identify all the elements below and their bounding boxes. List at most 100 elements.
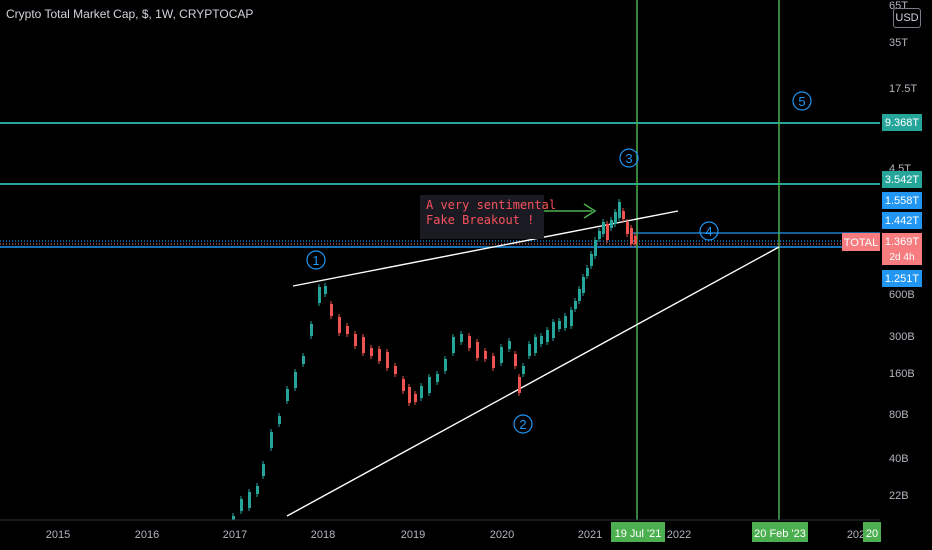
svg-text:19 Jul '21: 19 Jul '21: [615, 528, 662, 540]
candle-body: [330, 304, 333, 316]
upper-trendline[interactable]: [292, 210, 679, 287]
candle-body: [468, 336, 471, 348]
candle-body: [614, 212, 617, 224]
candle-body: [574, 301, 577, 309]
candle-body: [346, 326, 349, 334]
y-tick-600b: 600B: [889, 289, 915, 301]
time-axis-labels: 2015 2016 2017 2018 2019 2020 2021 2022 …: [46, 529, 865, 541]
candle-body: [378, 349, 381, 361]
candle-body: [546, 330, 549, 342]
candle-body: [402, 379, 405, 391]
x-tick-2021: 2021: [578, 529, 602, 541]
candle-body: [386, 352, 389, 368]
y-tick-160b: 160B: [889, 368, 915, 380]
price-tag-9368: 9.368T: [882, 114, 922, 131]
candle-body: [552, 322, 555, 338]
wave-label-1[interactable]: 1: [306, 250, 326, 270]
candle-body: [408, 387, 411, 403]
y-tick-22b: 22B: [889, 490, 909, 502]
candle-body: [518, 377, 521, 393]
candle-body: [564, 316, 567, 328]
x-tick-202: 202: [847, 529, 865, 541]
candle-body: [278, 416, 281, 424]
candle-body: [414, 394, 417, 402]
candle-body: [248, 492, 251, 508]
svg-text:1.442T: 1.442T: [885, 215, 920, 227]
svg-text:20: 20: [866, 528, 878, 540]
wave-label-2-text: 2: [519, 417, 526, 432]
candle-body: [578, 289, 581, 301]
date-tag-jul21: 19 Jul '21: [611, 522, 665, 542]
chart-title: Crypto Total Market Cap, $, 1W, CRYPTOCA…: [6, 7, 254, 21]
candle-body: [318, 287, 321, 303]
svg-text:1.558T: 1.558T: [885, 195, 920, 207]
x-tick-2022: 2022: [667, 529, 691, 541]
candle-body: [514, 354, 517, 366]
svg-text:2d 4h: 2d 4h: [889, 252, 914, 263]
svg-text:TOTAL: TOTAL: [844, 237, 878, 249]
y-tick-40b: 40B: [889, 453, 909, 465]
price-tag-1369: 1.369T 2d 4h: [882, 233, 922, 265]
candle-body: [626, 222, 629, 234]
wave-label-5[interactable]: 5: [792, 91, 812, 111]
y-tick-35t: 35T: [889, 37, 908, 49]
x-tick-2019: 2019: [401, 529, 425, 541]
wave-label-4[interactable]: 4: [699, 221, 719, 241]
candle-body: [294, 372, 297, 388]
y-tick-300b: 300B: [889, 331, 915, 343]
candle-body: [428, 377, 431, 393]
candle-body: [460, 334, 463, 342]
candle-body: [528, 344, 531, 356]
candle-body: [476, 342, 479, 358]
x-tick-2018: 2018: [311, 529, 335, 541]
x-tick-2017: 2017: [223, 529, 247, 541]
candle-body: [452, 337, 455, 353]
candle-body: [586, 268, 589, 276]
candle-body: [310, 324, 313, 336]
annotation-line-2: Fake Breakout !: [426, 213, 535, 227]
candle-body: [618, 202, 621, 218]
candle-body: [500, 347, 503, 363]
price-tag-3542: 3.542T: [882, 171, 922, 188]
candle-body: [630, 228, 633, 244]
candle-body: [240, 499, 243, 511]
lower-trendline[interactable]: [286, 246, 780, 517]
candle-body: [634, 236, 637, 244]
candle-body: [436, 374, 439, 382]
candle-body: [394, 366, 397, 374]
candle-body: [508, 341, 511, 349]
candle-body: [582, 277, 585, 293]
annotation-line-1: A very sentimental: [426, 198, 557, 212]
candle-body: [594, 240, 597, 256]
date-tag-feb23: 20 Feb '23: [752, 522, 808, 542]
candle-body: [610, 220, 613, 228]
wave-label-1-text: 1: [312, 253, 319, 268]
wave-label-2[interactable]: 2: [513, 414, 533, 434]
wave-label-3[interactable]: 3: [619, 148, 639, 168]
annotation-box[interactable]: A very sentimental Fake Breakout !: [420, 195, 557, 239]
candle-body: [484, 351, 487, 359]
candle-body: [598, 231, 601, 239]
candle-body: [534, 337, 537, 353]
currency-button[interactable]: USD: [893, 8, 921, 28]
y-tick-80b: 80B: [889, 409, 909, 421]
candle-body: [590, 254, 593, 266]
x-tick-2020: 2020: [490, 529, 514, 541]
candle-body: [362, 337, 365, 353]
candle-body: [420, 386, 423, 398]
candle-body: [558, 321, 561, 329]
candle-body: [622, 211, 625, 219]
wave-label-3-text: 3: [625, 151, 632, 166]
candle-body: [286, 389, 289, 401]
candle-body: [270, 432, 273, 448]
candle-body: [370, 348, 373, 356]
x-tick-2016: 2016: [135, 529, 159, 541]
svg-text:1.369T: 1.369T: [885, 236, 920, 248]
candle-body: [602, 222, 605, 234]
candle-body: [262, 464, 265, 476]
candle-body: [256, 486, 259, 494]
wave-label-5-text: 5: [798, 94, 805, 109]
x-tick-2015: 2015: [46, 529, 70, 541]
candles-group: [232, 199, 637, 527]
